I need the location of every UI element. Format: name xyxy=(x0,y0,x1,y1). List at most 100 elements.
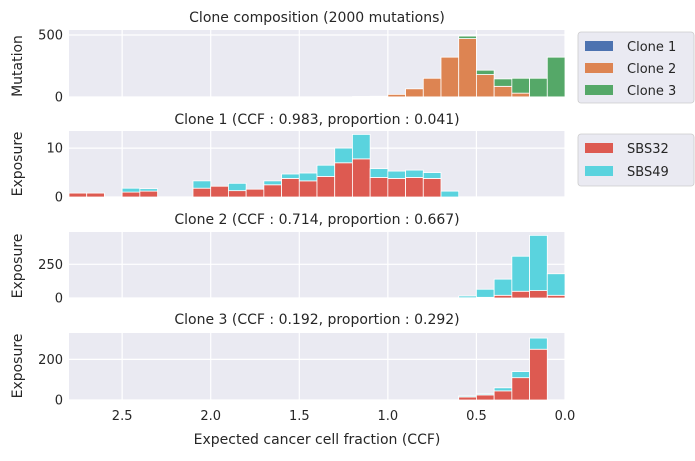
panel-title-composition: Clone composition (2000 mutations) xyxy=(189,10,445,26)
bar-sbs49 xyxy=(459,396,477,397)
bar-sbs32 xyxy=(423,178,441,197)
bar-sbs49 xyxy=(494,279,512,295)
bar-sbs49 xyxy=(352,134,370,158)
bar-sbs49 xyxy=(512,256,530,291)
bar-sbs49 xyxy=(264,181,282,185)
bar-clone-3 xyxy=(459,36,477,38)
bar-clone-3 xyxy=(547,57,565,97)
bar-sbs32 xyxy=(547,295,565,298)
y-tick-label: 0 xyxy=(55,394,63,409)
bar-sbs32 xyxy=(370,177,388,197)
bar-sbs32 xyxy=(122,192,140,197)
x-tick-label: 2.0 xyxy=(200,409,221,424)
legend-label-sbs49: SBS49 xyxy=(627,165,669,180)
bar-sbs32 xyxy=(140,191,158,197)
bar-sbs32 xyxy=(228,191,246,197)
legend-label-clone-3: Clone 3 xyxy=(627,84,676,99)
bar-sbs49 xyxy=(193,181,211,188)
bar-sbs49 xyxy=(423,173,441,179)
legend-label-clone-2: Clone 2 xyxy=(627,62,676,77)
bar-sbs32 xyxy=(388,178,406,197)
bar-sbs32 xyxy=(494,295,512,298)
plot-area xyxy=(69,232,565,298)
panel-2: 0 10 xyxy=(46,131,565,206)
bar-sbs32 xyxy=(299,181,317,197)
bar-sbs49 xyxy=(459,296,477,298)
legend-swatch-clone-1 xyxy=(585,41,613,51)
bar-sbs49 xyxy=(122,188,140,192)
bar-sbs49 xyxy=(388,171,406,178)
legend-swatch-sbs49 xyxy=(585,166,613,176)
bar-sbs32 xyxy=(512,291,530,298)
bar-clone-2 xyxy=(476,75,494,97)
panel-4: 0 200 xyxy=(38,333,565,409)
bar-sbs32 xyxy=(211,186,229,197)
bar-clone-2 xyxy=(388,94,406,96)
legend-label-sbs32: SBS32 xyxy=(627,142,669,157)
legend-signatures: SBS32 SBS49 xyxy=(578,134,694,186)
bar-sbs32 xyxy=(530,349,548,400)
bar-sbs32 xyxy=(69,193,87,197)
bar-sbs32 xyxy=(406,177,424,197)
y-tick-label: 0 xyxy=(55,91,63,106)
bar-sbs49 xyxy=(441,191,459,197)
y-tick-label: 200 xyxy=(38,353,63,368)
ylabel-mutation: Mutation xyxy=(10,35,26,97)
bar-sbs49 xyxy=(370,169,388,178)
bar-sbs32 xyxy=(494,391,512,400)
ylabel-exposure-clone-2: Exposure xyxy=(10,234,26,299)
x-axis-label: Expected cancer cell fraction (CCF) xyxy=(194,432,441,448)
bar-sbs49 xyxy=(140,189,158,191)
legend-swatch-clone-3 xyxy=(585,85,613,95)
x-tick-label: 2.5 xyxy=(112,409,133,424)
bar-sbs49 xyxy=(530,338,548,349)
bar-sbs32 xyxy=(317,176,335,197)
bar-sbs49 xyxy=(299,173,317,181)
bar-sbs49 xyxy=(317,165,335,176)
bar-sbs49 xyxy=(406,170,424,177)
bar-clone-2 xyxy=(494,86,512,97)
bar-sbs49 xyxy=(547,274,565,296)
bar-sbs49 xyxy=(228,183,246,190)
ylabel-exposure-clone-1: Exposure xyxy=(10,132,26,197)
bar-sbs49 xyxy=(282,174,300,178)
bar-sbs49 xyxy=(530,235,548,290)
bar-sbs49 xyxy=(512,372,530,378)
bar-sbs32 xyxy=(264,185,282,197)
bar-sbs32 xyxy=(335,163,353,197)
x-tick-label: 1.0 xyxy=(378,409,399,424)
bar-clone-3 xyxy=(530,78,548,97)
bar-clone-2 xyxy=(423,78,441,97)
bar-clone-3 xyxy=(494,79,512,86)
x-tick-label: 0.0 xyxy=(555,409,576,424)
y-tick-label: 0 xyxy=(55,191,63,206)
bar-sbs49 xyxy=(476,394,494,395)
bar-sbs32 xyxy=(193,188,211,197)
bar-sbs49 xyxy=(476,289,494,297)
bar-sbs32 xyxy=(476,395,494,400)
panel-title-clone-2: Clone 2 (CCF : 0.714, proportion : 0.667… xyxy=(174,212,459,228)
bar-sbs32 xyxy=(352,159,370,197)
panel-title-clone-1: Clone 1 (CCF : 0.983, proportion : 0.041… xyxy=(174,112,459,128)
legend-label-clone-1: Clone 1 xyxy=(627,40,676,55)
y-tick-label: 250 xyxy=(38,258,63,273)
x-tick-label: 1.5 xyxy=(289,409,310,424)
legend-clones: Clone 1 Clone 2 Clone 3 xyxy=(578,32,694,103)
bar-sbs49 xyxy=(335,148,353,163)
bar-clone-2 xyxy=(370,96,388,97)
bar-clone-3 xyxy=(512,78,530,93)
y-tick-label: 500 xyxy=(38,28,63,43)
panel-1: 0 500 xyxy=(38,28,565,105)
ylabel-exposure-clone-3: Exposure xyxy=(10,334,26,399)
bar-clone-2 xyxy=(406,89,424,97)
bar-sbs32 xyxy=(512,378,530,400)
x-tick-label: 0.5 xyxy=(466,409,487,424)
bar-sbs32 xyxy=(459,397,477,400)
bar-sbs32 xyxy=(530,291,548,298)
bar-clone-2 xyxy=(441,57,459,97)
bar-sbs32 xyxy=(87,193,105,197)
y-tick-label: 10 xyxy=(46,142,63,157)
